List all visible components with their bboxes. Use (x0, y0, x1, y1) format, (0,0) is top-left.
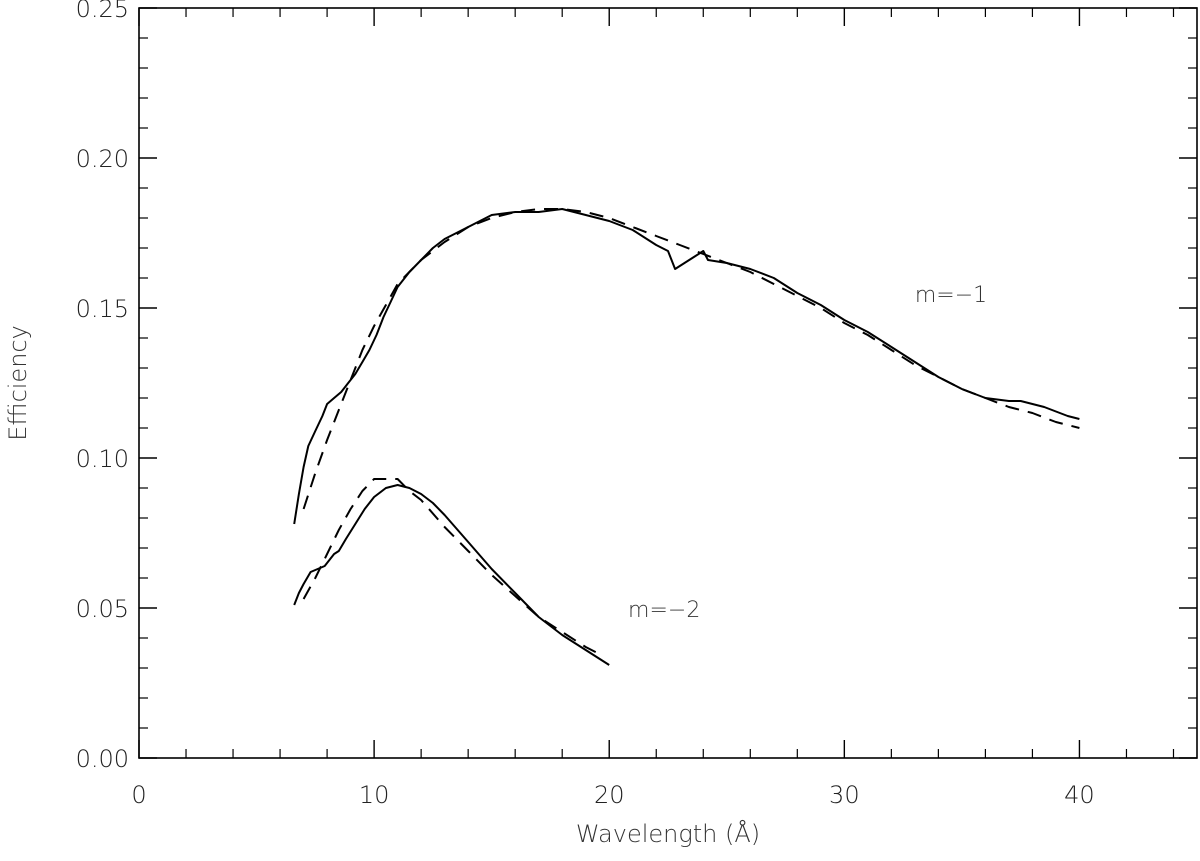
annotations: m=−1 m=−2 (628, 283, 987, 623)
series-line-2-dashed (302, 208, 1080, 510)
plot-frame (138, 7, 1198, 759)
y-tick-label: 0.10 (76, 445, 129, 473)
tick-labels: 0 10 20 30 40 0.00 0.05 0.10 0.15 0.20 0.25 (76, 0, 1095, 809)
x-tick-label: 20 (594, 781, 625, 809)
annotation-label-2: m=−2 (628, 598, 700, 623)
y-tick-label: 0.20 (76, 145, 129, 173)
series-line-1-solid (293, 208, 1080, 525)
x-axis-label: Wavelength (Å) (576, 819, 760, 848)
tick-marks (138, 7, 1197, 759)
series-line-4-dashed (302, 478, 598, 654)
series-layer (293, 208, 1080, 666)
x-tick-label: 0 (131, 781, 146, 809)
y-tick-label: 0.25 (76, 0, 129, 23)
x-tick-label: 30 (829, 781, 860, 809)
y-axis-label: Efficiency (4, 325, 32, 441)
series-line-3-solid (293, 484, 610, 666)
y-tick-label: 0.00 (76, 745, 129, 773)
y-tick-label: 0.05 (76, 595, 129, 623)
x-tick-label: 10 (359, 781, 390, 809)
x-tick-label: 40 (1064, 781, 1095, 809)
y-tick-label: 0.15 (76, 295, 129, 323)
annotation-label-1: m=−1 (915, 283, 987, 308)
